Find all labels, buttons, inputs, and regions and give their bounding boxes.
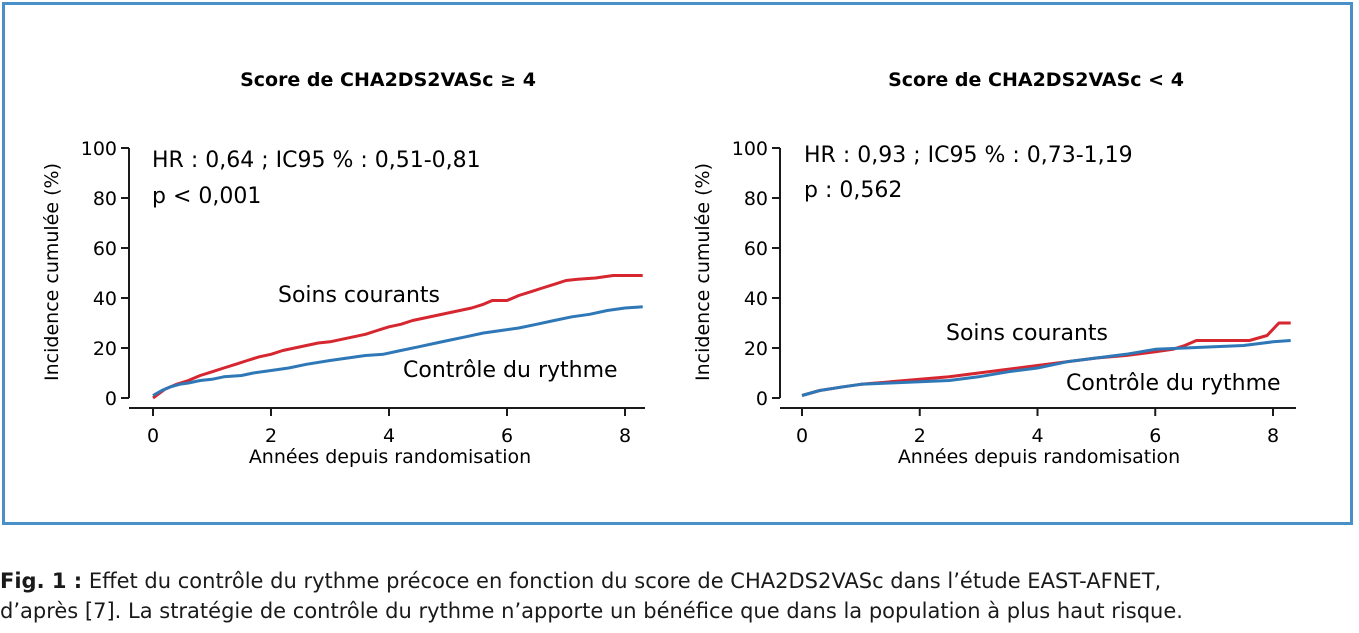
panel-title: Score de CHA2DS2VASc < 4 <box>888 69 1184 91</box>
series-line-controle-rythme <box>801 339 1291 397</box>
series-label-controle-rythme: Contrôle du rythme <box>403 358 618 383</box>
x-tick-label: 8 <box>1267 425 1279 447</box>
x-tick-label: 4 <box>383 425 395 447</box>
y-axis-label: Incidence cumulée (%) <box>41 163 63 381</box>
chart-canvas: Score de CHA2DS2VASc ≥ 4 HR : 0,64 ; IC9… <box>41 69 1296 468</box>
y-tick-label: 100 <box>81 138 117 160</box>
figure-caption: Fig. 1 : Effet du contrôle du rythme pré… <box>0 566 1359 626</box>
y-tick-label: 0 <box>105 388 117 410</box>
caption-line-2: d’après [7]. La stratégie de contrôle du… <box>0 599 1183 623</box>
x-axis-label: Années depuis randomisation <box>249 446 531 468</box>
panel-left: Score de CHA2DS2VASc ≥ 4 HR : 0,64 ; IC9… <box>41 69 645 468</box>
y-axis-label: Incidence cumulée (%) <box>692 163 714 381</box>
stat-hr: HR : 0,64 ; IC95 % : 0,51-0,81 <box>152 148 481 173</box>
y-tick-label: 0 <box>756 388 768 410</box>
y-tick-label: 20 <box>93 338 117 360</box>
x-tick-label: 6 <box>1149 425 1161 447</box>
caption-label: Fig. 1 : <box>0 569 83 593</box>
y-tick-label: 60 <box>93 238 117 260</box>
y-tick-label: 40 <box>744 288 768 310</box>
x-tick-label: 0 <box>147 425 159 447</box>
x-tick-label: 0 <box>796 425 808 447</box>
stat-p: p < 0,001 <box>152 184 261 209</box>
stat-hr: HR : 0,93 ; IC95 % : 0,73-1,19 <box>804 143 1133 168</box>
x-tick-label: 8 <box>619 425 631 447</box>
y-tick-label: 40 <box>93 288 117 310</box>
y-tick-label: 60 <box>744 238 768 260</box>
caption-line-1: Fig. 1 : Effet du contrôle du rythme pré… <box>0 566 1359 596</box>
series-label-controle-rythme: Contrôle du rythme <box>1066 371 1281 396</box>
y-tick-label: 80 <box>744 188 768 210</box>
x-tick-label: 2 <box>265 425 277 447</box>
panel-right: Score de CHA2DS2VASc < 4 HR : 0,93 ; IC9… <box>692 69 1296 468</box>
x-tick-label: 2 <box>914 425 926 447</box>
series-label-soins-courants: Soins courants <box>946 321 1108 346</box>
series-line-controle-rythme <box>152 305 643 397</box>
panel-title: Score de CHA2DS2VASc ≥ 4 <box>240 69 536 91</box>
y-tick-label: 20 <box>744 338 768 360</box>
x-axis-label: Années depuis randomisation <box>898 446 1180 468</box>
stat-p: p : 0,562 <box>804 178 902 203</box>
y-tick-label: 100 <box>732 138 768 160</box>
caption-text-1: Effet du contrôle du rythme précoce en f… <box>82 569 1162 593</box>
figure-frame <box>2 2 1353 525</box>
y-tick-label: 80 <box>93 188 117 210</box>
series-label-soins-courants: Soins courants <box>278 283 440 308</box>
series-line-soins-courants <box>152 274 643 400</box>
x-tick-label: 6 <box>501 425 513 447</box>
x-tick-label: 4 <box>1031 425 1043 447</box>
